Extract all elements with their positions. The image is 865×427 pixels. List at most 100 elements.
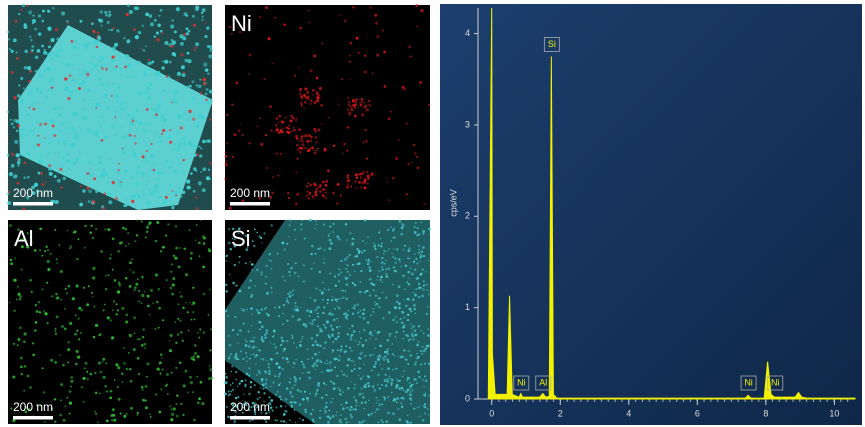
- pixel: [233, 244, 237, 248]
- pixel: [171, 283, 175, 287]
- pixel: [378, 404, 381, 407]
- pixel: [264, 275, 267, 278]
- pixel: [319, 360, 322, 363]
- pixel: [231, 388, 235, 391]
- pixel: [161, 66, 165, 70]
- pixel: [323, 323, 326, 326]
- pixel: [250, 406, 253, 409]
- pixel: [331, 296, 334, 298]
- pixel: [334, 307, 337, 310]
- pixel: [56, 262, 58, 264]
- pixel: [13, 342, 16, 345]
- pixel: [250, 307, 252, 310]
- pixel: [62, 176, 66, 181]
- pixel: [361, 421, 364, 424]
- pixel: [123, 36, 126, 40]
- pixel: [121, 306, 125, 311]
- pixel: [196, 355, 200, 359]
- pixel: [264, 336, 267, 339]
- pixel: [354, 103, 358, 106]
- pixel: [23, 409, 26, 412]
- pixel: [196, 153, 199, 157]
- pixel: [309, 296, 311, 299]
- pixel: [374, 304, 377, 306]
- pixel: [144, 236, 147, 239]
- y-tick-label: 1: [465, 302, 470, 312]
- pixel: [93, 40, 98, 45]
- pixel: [269, 105, 272, 108]
- pixel: [42, 391, 46, 394]
- pixel: [134, 240, 137, 243]
- pixel: [288, 124, 290, 127]
- pixel: [8, 48, 11, 51]
- pixel: [170, 44, 174, 49]
- pixel: [311, 88, 315, 92]
- pixel: [259, 328, 261, 331]
- pixel: [289, 274, 291, 277]
- pixel: [157, 326, 160, 329]
- pixel: [293, 74, 297, 77]
- pixel: [19, 326, 22, 330]
- pixel: [100, 56, 105, 61]
- pixel: [291, 336, 294, 338]
- pixel: [140, 220, 143, 223]
- pixel: [146, 86, 151, 91]
- pixel: [310, 322, 314, 326]
- pixel: [142, 128, 145, 132]
- pixel: [329, 401, 333, 404]
- pixel: [225, 290, 228, 293]
- pixel: [414, 312, 417, 315]
- pixel: [329, 365, 331, 367]
- pixel: [311, 408, 315, 411]
- pixel: [387, 228, 389, 231]
- pixel: [350, 108, 354, 112]
- pixel: [309, 102, 312, 105]
- pixel: [68, 401, 73, 405]
- pixel: [43, 310, 46, 312]
- pixel: [174, 321, 176, 323]
- pixel: [284, 116, 288, 119]
- pixel: [20, 133, 24, 137]
- pixel: [256, 231, 259, 234]
- pixel: [19, 356, 23, 360]
- pixel: [420, 330, 422, 332]
- pixel: [147, 223, 150, 226]
- pixel: [165, 372, 169, 377]
- pixel: [119, 67, 123, 70]
- pixel: [72, 160, 77, 166]
- pixel: [366, 262, 370, 266]
- pixel: [390, 240, 392, 242]
- pixel: [263, 232, 266, 235]
- scale-bar: [13, 202, 53, 206]
- pixel: [377, 244, 380, 247]
- pixel: [54, 332, 57, 335]
- pixel: [298, 140, 301, 142]
- pixel: [296, 306, 299, 308]
- pixel: [54, 229, 57, 231]
- pixel: [378, 403, 381, 405]
- pixel: [316, 91, 319, 94]
- pixel: [204, 68, 209, 72]
- pixel: [13, 309, 16, 312]
- pixel: [111, 408, 115, 412]
- pixel: [386, 352, 389, 356]
- pixel: [144, 347, 146, 350]
- pixel: [416, 227, 419, 230]
- pixel: [265, 331, 268, 335]
- pixel: [140, 385, 144, 389]
- pixel: [360, 251, 364, 254]
- pixel: [205, 87, 209, 92]
- pixel: [46, 322, 49, 325]
- pixel: [278, 384, 281, 387]
- pixel: [188, 229, 191, 232]
- pixel: [378, 354, 382, 358]
- pixel: [147, 95, 152, 100]
- pixel: [195, 224, 198, 226]
- pixel: [291, 387, 294, 390]
- pixel: [422, 246, 425, 249]
- pixel: [279, 404, 283, 408]
- pixel: [275, 362, 279, 366]
- pixel: [303, 101, 307, 104]
- pixel: [374, 13, 378, 17]
- pixel: [358, 421, 361, 424]
